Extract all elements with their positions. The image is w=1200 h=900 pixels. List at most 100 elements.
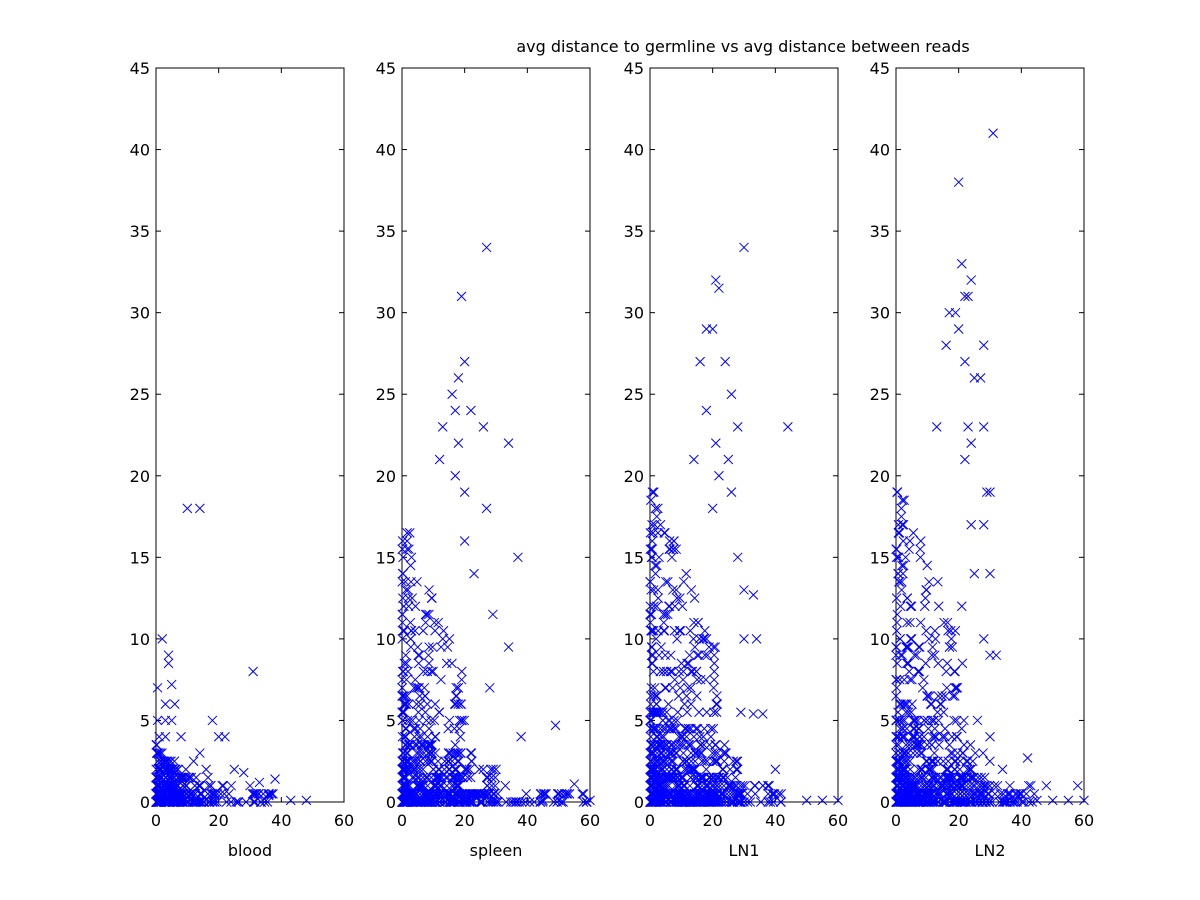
data-point bbox=[651, 560, 662, 571]
data-point bbox=[564, 788, 575, 799]
data-point bbox=[493, 797, 503, 807]
data-point bbox=[894, 772, 905, 783]
data-point bbox=[964, 764, 975, 775]
data-point bbox=[748, 709, 759, 719]
data-point bbox=[707, 324, 718, 334]
y-tick-label: 45 bbox=[130, 59, 150, 78]
data-point bbox=[891, 642, 901, 652]
data-point bbox=[450, 772, 461, 783]
data-point bbox=[664, 536, 675, 546]
data-point bbox=[176, 788, 187, 799]
data-point bbox=[221, 797, 232, 807]
data-point bbox=[697, 756, 707, 767]
data-point bbox=[695, 788, 706, 799]
data-point bbox=[456, 666, 467, 677]
data-point bbox=[893, 740, 904, 750]
data-point bbox=[898, 519, 909, 530]
y-tick-label: 40 bbox=[376, 141, 396, 160]
data-point bbox=[901, 797, 912, 807]
data-point bbox=[732, 788, 743, 799]
data-point bbox=[437, 634, 448, 644]
data-point bbox=[677, 601, 688, 612]
data-point bbox=[469, 568, 479, 579]
data-point bbox=[429, 715, 440, 726]
data-point bbox=[561, 788, 572, 799]
data-point bbox=[649, 682, 660, 693]
data-point bbox=[490, 772, 501, 783]
data-point bbox=[961, 797, 971, 807]
data-point bbox=[648, 723, 659, 734]
data-point bbox=[692, 650, 703, 661]
data-point bbox=[963, 421, 973, 432]
data-point bbox=[676, 740, 687, 750]
data-point bbox=[648, 797, 659, 807]
data-point bbox=[398, 797, 409, 807]
data-point bbox=[715, 780, 726, 791]
data-point bbox=[677, 772, 687, 783]
data-point bbox=[672, 634, 682, 644]
data-point bbox=[902, 756, 912, 767]
data-point bbox=[671, 585, 682, 595]
data-point bbox=[699, 625, 710, 636]
data-point bbox=[912, 740, 922, 750]
data-point bbox=[740, 780, 750, 791]
data-point bbox=[714, 283, 724, 294]
data-point bbox=[949, 756, 960, 767]
data-point bbox=[969, 772, 979, 783]
data-point bbox=[459, 356, 470, 367]
data-point bbox=[683, 682, 693, 693]
data-point bbox=[695, 356, 705, 367]
data-point bbox=[920, 658, 931, 669]
data-point bbox=[397, 674, 407, 685]
data-point bbox=[757, 709, 768, 719]
data-point bbox=[450, 788, 461, 799]
data-point bbox=[930, 772, 941, 783]
data-point bbox=[406, 552, 417, 563]
data-point bbox=[676, 797, 687, 807]
y-tick-label: 25 bbox=[624, 385, 644, 404]
data-point bbox=[1015, 788, 1026, 799]
data-point bbox=[750, 780, 761, 791]
data-point bbox=[178, 788, 189, 799]
data-point bbox=[925, 764, 936, 775]
data-point bbox=[646, 642, 657, 652]
data-point bbox=[995, 788, 1006, 799]
data-point bbox=[399, 699, 409, 709]
data-point bbox=[895, 650, 906, 661]
data-point bbox=[398, 552, 408, 563]
data-point bbox=[428, 666, 438, 677]
data-point bbox=[764, 780, 774, 791]
data-point bbox=[922, 691, 933, 701]
data-point bbox=[921, 625, 932, 636]
data-point bbox=[163, 797, 173, 807]
data-point bbox=[937, 797, 948, 807]
data-point bbox=[694, 634, 705, 644]
data-point bbox=[569, 779, 580, 789]
data-point bbox=[154, 772, 164, 783]
data-point bbox=[961, 780, 972, 791]
data-point bbox=[437, 421, 448, 432]
data-point bbox=[454, 797, 464, 807]
data-point bbox=[739, 585, 749, 595]
data-point bbox=[483, 772, 493, 783]
data-point bbox=[410, 601, 421, 612]
data-point bbox=[155, 756, 166, 767]
data-point bbox=[941, 788, 951, 799]
data-point bbox=[226, 797, 236, 807]
data-point bbox=[665, 650, 676, 661]
data-point bbox=[990, 788, 1000, 799]
data-point bbox=[693, 650, 704, 661]
x-tick-label: 20 bbox=[454, 811, 474, 830]
data-point bbox=[904, 544, 914, 555]
data-point bbox=[422, 699, 433, 709]
data-point bbox=[651, 731, 662, 742]
data-point bbox=[397, 707, 408, 718]
data-point bbox=[905, 764, 916, 775]
data-point bbox=[711, 707, 722, 718]
data-point bbox=[904, 756, 915, 767]
data-point bbox=[422, 731, 433, 742]
data-point bbox=[645, 609, 655, 620]
data-point bbox=[970, 748, 981, 758]
data-point bbox=[894, 528, 905, 538]
